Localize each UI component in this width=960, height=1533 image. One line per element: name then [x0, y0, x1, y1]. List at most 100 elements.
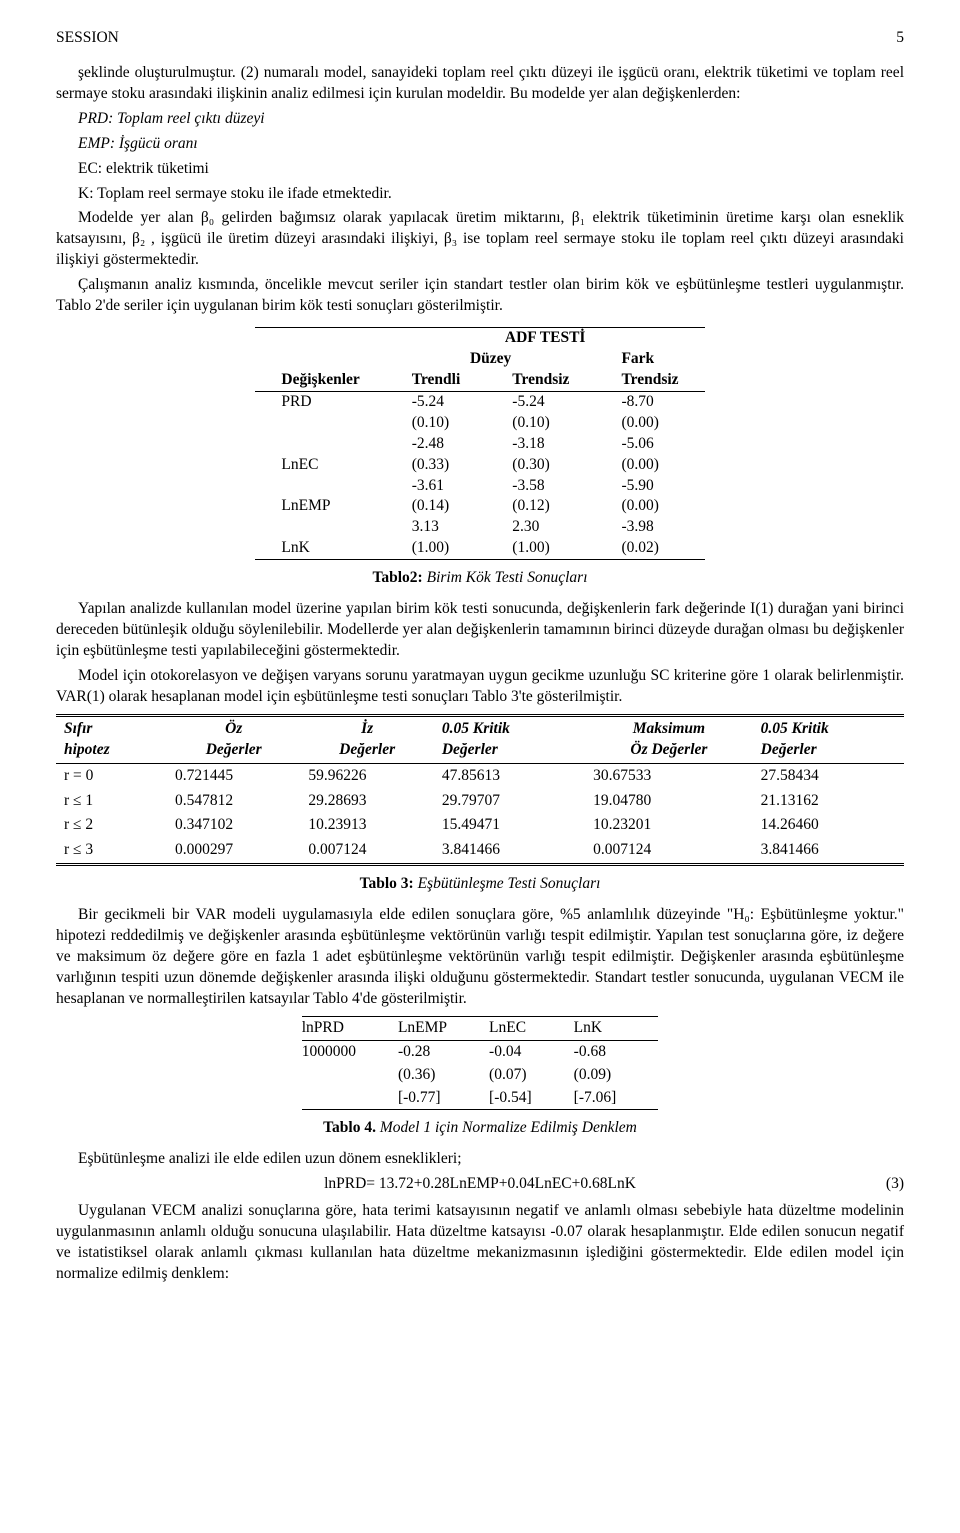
table-row: -3.61-3.58-5.90 — [255, 476, 704, 497]
cell: 0.05 Kritik — [442, 720, 510, 737]
cell: (0.14) — [386, 496, 487, 517]
var-def: K: Toplam reel sermaye stoku ile ifade e… — [56, 184, 904, 205]
table-row: (0.10)(0.10)(0.00) — [255, 413, 704, 434]
cell: 29.79707 — [434, 789, 585, 814]
cell: 0.000297 — [167, 838, 300, 864]
cell: 1000000 — [302, 1040, 398, 1063]
cell: Öz Değerler — [630, 741, 707, 758]
table-row: r = 00.72144559.9622647.8561330.6753327.… — [56, 763, 904, 788]
paragraph: Uygulanan VECM analizi sonuçlarına göre,… — [56, 1201, 904, 1285]
caption-text: Eşbütünleşme Testi Sonuçları — [414, 875, 601, 892]
cell: (0.10) — [486, 413, 595, 434]
caption-text: Model 1 için Normalize Edilmiş Denklem — [376, 1119, 637, 1136]
paragraph: Çalışmanın analiz kısmında, öncelikle me… — [56, 275, 904, 317]
cell: -3.18 — [486, 434, 595, 455]
coint-caption: Tablo 3: Eşbütünleşme Testi Sonuçları — [56, 874, 904, 895]
cell — [302, 1064, 398, 1087]
adf-col-trendsiz: Trendsiz — [486, 370, 595, 391]
paragraph: Yapılan analizde kullanılan model üzerin… — [56, 599, 904, 662]
cell: LnEC — [489, 1016, 574, 1040]
table-row: 3.132.30-3.98 — [255, 517, 704, 538]
vecm-table: lnPRDLnEMPLnECLnK 1000000-0.28-0.04-0.68… — [302, 1016, 659, 1111]
cell: LnK — [574, 1016, 659, 1040]
table-row: LnEMP(0.14)(0.12)(0.00) — [255, 496, 704, 517]
header-right: 5 — [896, 28, 904, 49]
cell: (0.30) — [486, 455, 595, 476]
adf-caption: Tablo2: Birim Kök Testi Sonuçları — [56, 568, 904, 589]
adf-col-farkts: Trendsiz — [595, 370, 704, 391]
table-row: LnEC(0.33)(0.30)(0.00) — [255, 455, 704, 476]
caption-text: Birim Kök Testi Sonuçları — [423, 569, 588, 586]
table-header-row: Sıfır hipotez Öz Değerler İz Değerler 0.05 … — [56, 715, 904, 763]
equation-number: (3) — [886, 1174, 904, 1195]
cell: r ≤ 2 — [56, 813, 167, 838]
cell: hipotez — [64, 741, 110, 758]
vecm-caption: Tablo 4. Model 1 için Normalize Edilmiş … — [56, 1118, 904, 1139]
cell: (0.09) — [574, 1064, 659, 1087]
cell: PRD — [255, 391, 385, 412]
cell: -5.90 — [595, 476, 704, 497]
cell: [-0.54] — [489, 1087, 574, 1110]
cell: LnEMP — [398, 1016, 489, 1040]
cell: (1.00) — [486, 538, 595, 559]
adf-table: ADF TESTİ Düzey Fark Değişkenler Trendli… — [255, 327, 704, 560]
adf-title: ADF TESTİ — [386, 328, 705, 349]
cell: Değerler — [761, 741, 817, 758]
cell: -2.48 — [386, 434, 487, 455]
equation: lnPRD= 13.72+0.28LnEMP+0.04LnEC+0.68LnK … — [56, 1174, 904, 1195]
cell: Değerler — [339, 741, 395, 758]
caption-label: Tablo2: — [372, 569, 422, 586]
cell: Değerler — [442, 741, 498, 758]
var-def: PRD: Toplam reel çıktı düzeyi — [56, 109, 904, 130]
cell: -3.61 — [386, 476, 487, 497]
cell: r ≤ 1 — [56, 789, 167, 814]
cell: Sıfır — [64, 720, 92, 737]
cell: 59.96226 — [300, 763, 433, 788]
cell: (0.00) — [595, 455, 704, 476]
cell: (0.00) — [595, 413, 704, 434]
page-header: SESSION 5 — [56, 28, 904, 49]
cell: LnK — [255, 538, 385, 559]
coint-table: Sıfır hipotez Öz Değerler İz Değerler 0.05 … — [56, 714, 904, 867]
cell: (0.10) — [386, 413, 487, 434]
cell: -0.68 — [574, 1040, 659, 1063]
table-row: 1000000-0.28-0.04-0.68 — [302, 1040, 659, 1063]
adf-col-var: Değişkenler — [255, 370, 385, 391]
cell: -0.28 — [398, 1040, 489, 1063]
paragraph: Bir gecikmeli bir VAR modeli uygulamasıy… — [56, 905, 904, 1010]
cell: (0.07) — [489, 1064, 574, 1087]
paragraph: Eşbütünleşme analizi ile elde edilen uzu… — [56, 1149, 904, 1170]
cell: 15.49471 — [434, 813, 585, 838]
cell: -5.24 — [386, 391, 487, 412]
cell: -0.04 — [489, 1040, 574, 1063]
cell: 3.841466 — [753, 838, 904, 864]
cell: İz — [361, 720, 373, 737]
cell: 0.721445 — [167, 763, 300, 788]
table-row: r ≤ 30.0002970.0071243.8414660.0071243.8… — [56, 838, 904, 864]
table-row: r ≤ 20.34710210.2391315.4947110.2320114.… — [56, 813, 904, 838]
cell: 0.347102 — [167, 813, 300, 838]
table-row: LnK(1.00)(1.00)(0.02) — [255, 538, 704, 559]
cell: 0.007124 — [585, 838, 753, 864]
cell: (0.12) — [486, 496, 595, 517]
cell: (0.00) — [595, 496, 704, 517]
cell: [-0.77] — [398, 1087, 489, 1110]
cell: 2.30 — [486, 517, 595, 538]
cell: Öz — [225, 720, 242, 737]
equation-text: lnPRD= 13.72+0.28LnEMP+0.04LnEC+0.68LnK — [324, 1174, 636, 1195]
cell: -5.06 — [595, 434, 704, 455]
cell: 3.841466 — [434, 838, 585, 864]
cell — [302, 1087, 398, 1110]
cell: 47.85613 — [434, 763, 585, 788]
var-def: EMP: İşgücü oranı — [56, 134, 904, 155]
cell: (0.33) — [386, 455, 487, 476]
adf-col-trendli: Trendli — [386, 370, 487, 391]
cell: -3.98 — [595, 517, 704, 538]
table-row: r ≤ 10.54781229.2869329.7970719.0478021.… — [56, 789, 904, 814]
cell: 27.58434 — [753, 763, 904, 788]
cell: LnEMP — [255, 496, 385, 517]
cell: 14.26460 — [753, 813, 904, 838]
cell: Değerler — [206, 741, 262, 758]
cell: Maksimum — [633, 720, 705, 737]
cell: r ≤ 3 — [56, 838, 167, 864]
